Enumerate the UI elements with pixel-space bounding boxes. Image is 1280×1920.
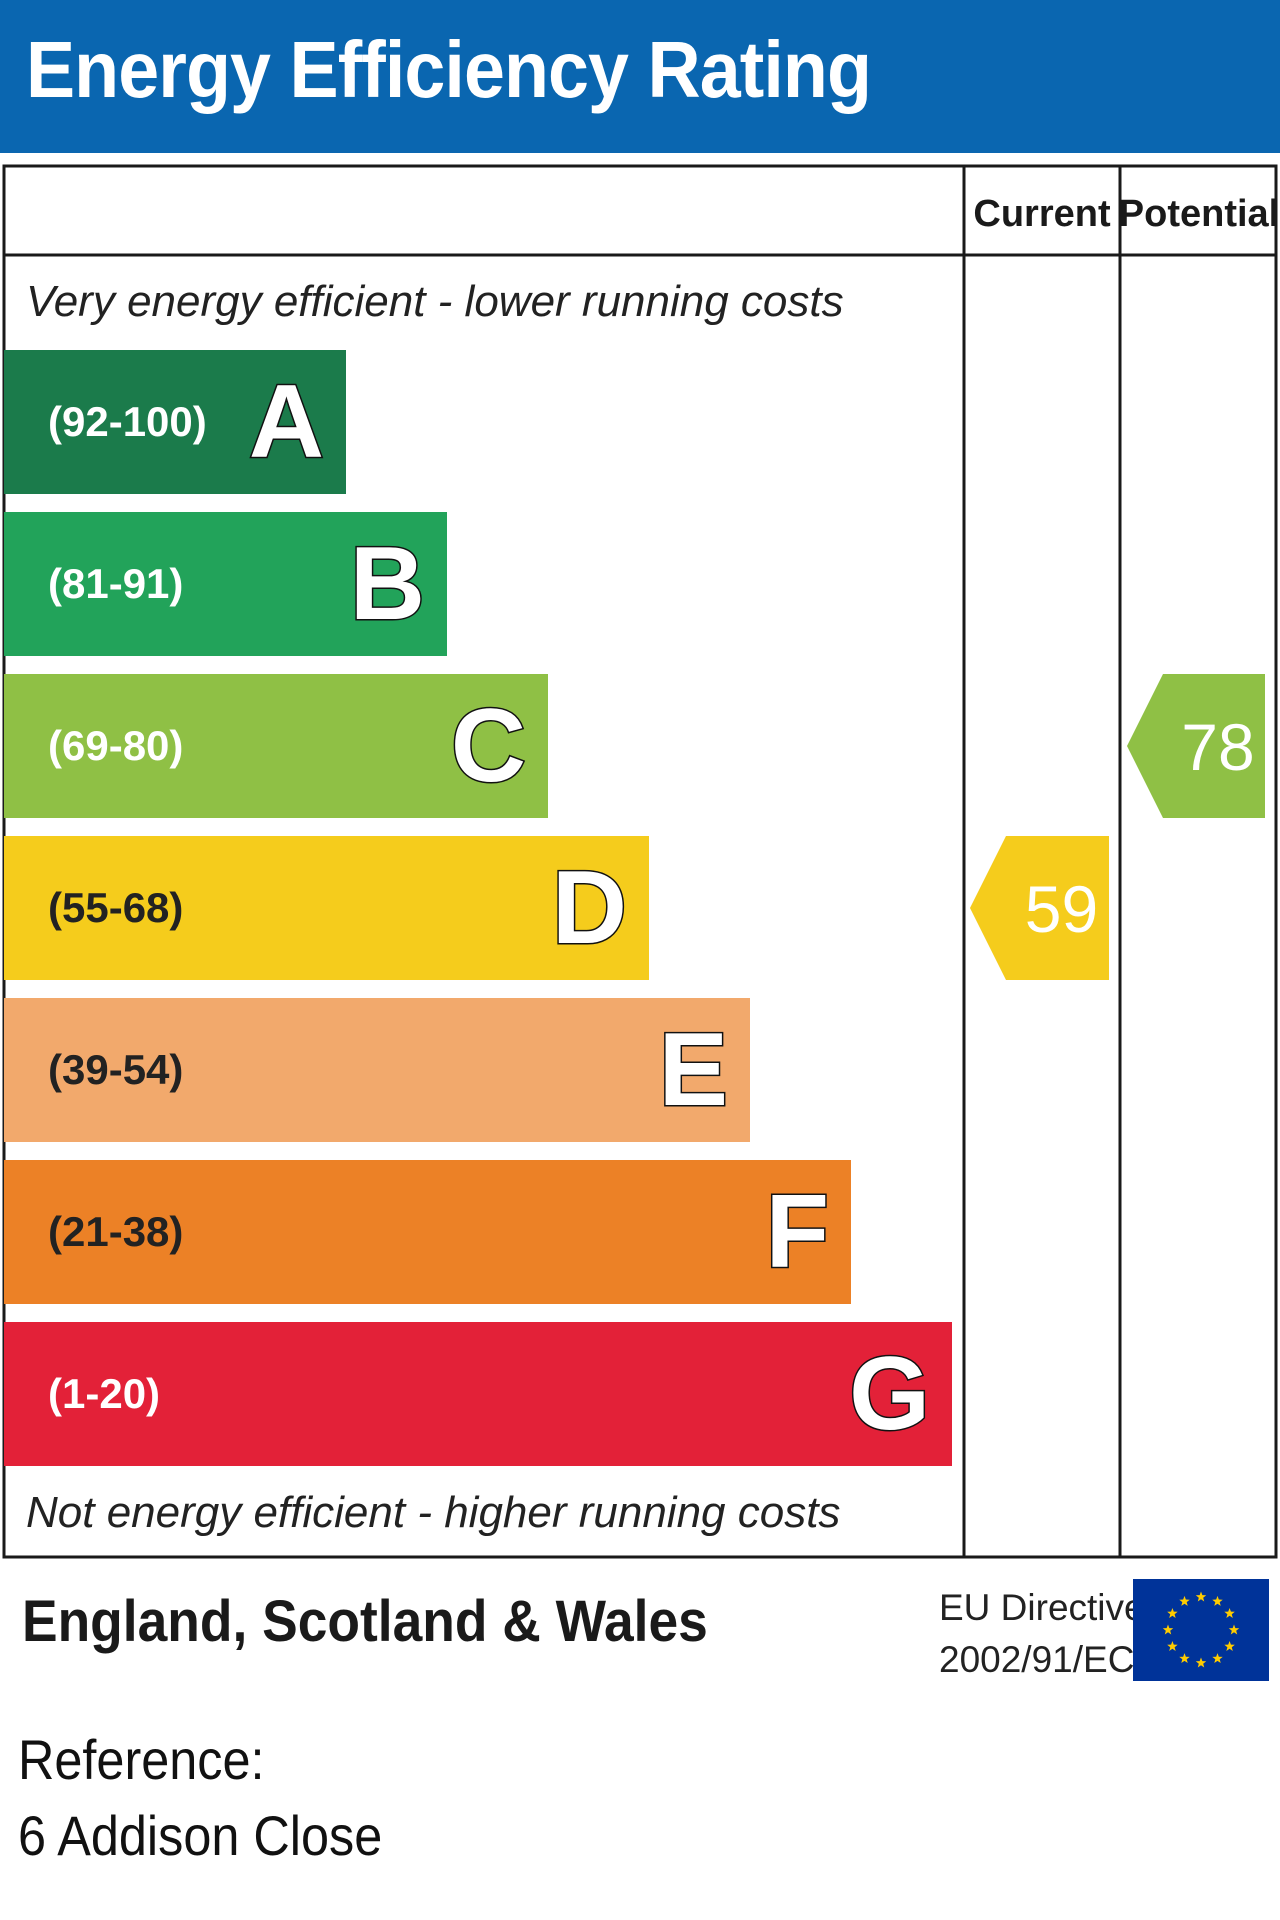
eu-flag-icon <box>1133 1579 1269 1681</box>
rating-bands: (92-100) A (81-91) B (69-80) C (55-68) D (39-54)… <box>4 350 952 1466</box>
eu-directive: EU Directive 2002/91/EC <box>939 1582 1145 1686</box>
current-rating-marker: 59 <box>970 836 1109 980</box>
band-e-letter: E <box>659 1012 728 1128</box>
eu-star-icon <box>1162 1624 1174 1635</box>
current-column-header: Current <box>973 193 1111 235</box>
eu-star-icon <box>1212 1595 1223 1606</box>
band-f: (21-38) F <box>4 1160 851 1304</box>
eu-star-icon <box>1224 1608 1235 1618</box>
band-d-bar <box>4 836 649 980</box>
band-a-bar <box>4 350 346 494</box>
eu-star-icon <box>1179 1653 1190 1664</box>
page-title: Energy Efficiency Rating <box>26 25 872 114</box>
band-e-bar <box>4 998 750 1142</box>
reference-block: Reference: 6 Addison Close <box>18 1722 423 1874</box>
band-b: (81-91) B <box>4 512 447 656</box>
band-b-letter: B <box>350 526 425 642</box>
band-e-range: (39-54) <box>48 1046 183 1093</box>
band-c-letter: C <box>451 688 526 804</box>
region-label: England, Scotland & Wales <box>22 1589 708 1654</box>
potential-rating-marker: 78 <box>1127 674 1265 818</box>
band-d-letter: D <box>552 850 627 966</box>
potential-column-header: Potential <box>1119 193 1279 235</box>
eu-star-icon <box>1167 1641 1178 1651</box>
eu-directive-line2: 2002/91/EC <box>939 1639 1135 1680</box>
band-a: (92-100) A <box>4 350 346 494</box>
band-d: (55-68) D <box>4 836 649 980</box>
band-c-bar <box>4 674 548 818</box>
reference-value: 6 Addison Close <box>18 1804 383 1867</box>
band-g-bar <box>4 1322 952 1466</box>
eu-star-icon <box>1179 1595 1190 1606</box>
eu-directive-line1: EU Directive <box>939 1587 1145 1628</box>
bottom-note: Not energy efficient - higher running co… <box>26 1488 840 1537</box>
band-e: (39-54) E <box>4 998 750 1142</box>
band-f-range: (21-38) <box>48 1208 183 1255</box>
eu-star-icon <box>1212 1653 1223 1664</box>
band-a-range: (92-100) <box>48 398 207 445</box>
current-rating-marker-shape <box>970 836 1109 980</box>
header-bar: Energy Efficiency Rating <box>0 0 1280 153</box>
band-c: (69-80) C <box>4 674 548 818</box>
rating-markers: 59 78 <box>970 674 1265 980</box>
energy-rating-chart: Current Potential Very energy efficient … <box>2 164 1279 1559</box>
top-note: Very energy efficient - lower running co… <box>26 277 844 326</box>
band-f-letter: F <box>765 1174 829 1290</box>
reference-label: Reference: <box>18 1728 265 1791</box>
eu-star-icon <box>1195 1657 1207 1668</box>
footer: England, Scotland & Wales EU Directive 2… <box>4 1560 1276 1698</box>
eu-star-icon <box>1228 1624 1240 1635</box>
band-g-letter: G <box>849 1336 930 1452</box>
band-a-letter: A <box>249 364 324 480</box>
band-c-range: (69-80) <box>48 722 183 769</box>
band-g-range: (1-20) <box>48 1370 160 1417</box>
eu-star-icon <box>1167 1608 1178 1618</box>
band-f-bar <box>4 1160 851 1304</box>
potential-rating-marker-shape <box>1127 674 1265 818</box>
band-b-range: (81-91) <box>48 560 183 607</box>
eu-star-icon <box>1224 1641 1235 1651</box>
band-g: (1-20) G <box>4 1322 952 1466</box>
band-d-range: (55-68) <box>48 884 183 931</box>
current-rating-marker-value: 59 <box>1025 872 1098 946</box>
eu-star-icon <box>1195 1591 1207 1602</box>
potential-rating-marker-value: 78 <box>1181 710 1254 784</box>
band-b-bar <box>4 512 447 656</box>
